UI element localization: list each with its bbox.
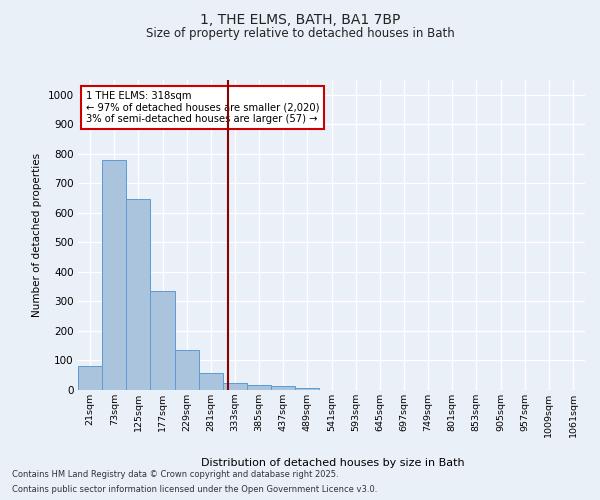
- Bar: [223, 382, 247, 390]
- Bar: [295, 388, 319, 390]
- Bar: [247, 384, 271, 390]
- Bar: [102, 160, 126, 390]
- Bar: [78, 366, 102, 390]
- Bar: [126, 198, 151, 390]
- Bar: [271, 386, 295, 390]
- Text: 1 THE ELMS: 318sqm
← 97% of detached houses are smaller (2,020)
3% of semi-detac: 1 THE ELMS: 318sqm ← 97% of detached hou…: [86, 91, 319, 124]
- Bar: [199, 373, 223, 390]
- Text: Contains public sector information licensed under the Open Government Licence v3: Contains public sector information licen…: [12, 485, 377, 494]
- Text: 1, THE ELMS, BATH, BA1 7BP: 1, THE ELMS, BATH, BA1 7BP: [200, 12, 400, 26]
- Text: Size of property relative to detached houses in Bath: Size of property relative to detached ho…: [146, 28, 454, 40]
- Text: Distribution of detached houses by size in Bath: Distribution of detached houses by size …: [201, 458, 465, 468]
- Bar: [175, 350, 199, 390]
- Bar: [151, 291, 175, 390]
- Text: Contains HM Land Registry data © Crown copyright and database right 2025.: Contains HM Land Registry data © Crown c…: [12, 470, 338, 479]
- Y-axis label: Number of detached properties: Number of detached properties: [32, 153, 42, 317]
